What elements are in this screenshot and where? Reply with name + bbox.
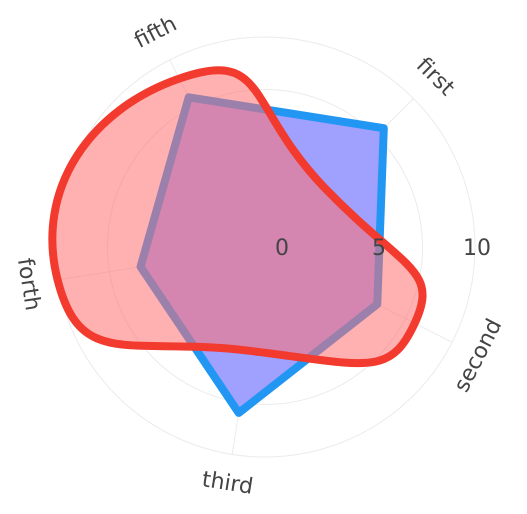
angular-label-first: first	[411, 53, 459, 101]
angular-label-fifth: fifth	[131, 12, 181, 54]
radial-tick-label: 5	[372, 236, 386, 261]
angular-label-second: second	[449, 315, 507, 396]
radial-tick-label: 10	[463, 236, 491, 261]
radial-tick-label: 0	[275, 236, 289, 261]
series-layer	[52, 70, 422, 413]
angular-label-forth: forth	[12, 256, 45, 312]
angular-label-third: third	[200, 467, 255, 500]
